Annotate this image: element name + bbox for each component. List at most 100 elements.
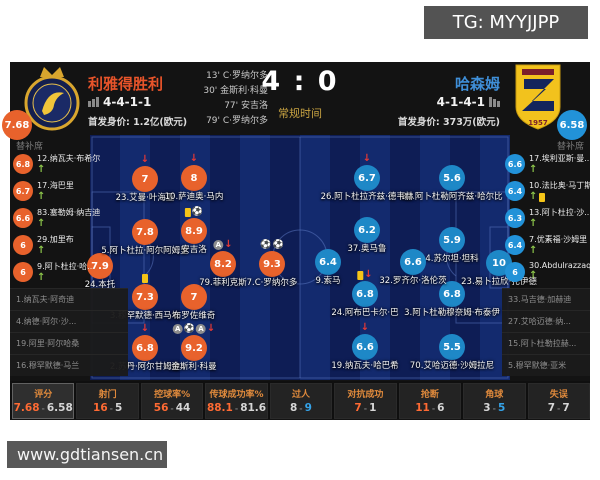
away-bench-unused-list: 33.马吉德·加赫迪 27.艾哈迈德·纳... 15.阿卜杜勒拉赫... 5.穆罕默德… (502, 288, 590, 376)
player-rating-circle[interactable]: 8.9 (181, 218, 207, 244)
stat-box[interactable]: 射门 16-5 (76, 383, 139, 419)
sub-on-icon: ↑ (529, 218, 538, 229)
stat-separator: - (492, 404, 496, 413)
player-rating-circle[interactable]: 7 (132, 166, 158, 192)
stat-box[interactable]: 对抗成功 7-1 (334, 383, 397, 419)
match-panel: 7.68 利雅得胜利 4-4-1-1 首发身价: 1.2亿(欧元) 13' C·… (2, 62, 590, 420)
stat-home-value: 8 (289, 402, 298, 414)
bench-row[interactable]: 6.6 83.塞勒姆·纳吉迪 ↑ (10, 207, 128, 234)
bench-row[interactable]: 6.4 10.法比奥·马丁斯 ↑ (502, 180, 590, 207)
bench-rating-circle: 6.7 (13, 181, 33, 201)
player-rating-circle[interactable]: 6.4 (315, 249, 341, 275)
bench-player-info: 10.法比奥·马丁斯 ↑ (529, 180, 590, 203)
stat-values: 88.1-81.6 (206, 402, 266, 414)
stat-values: 11-6 (400, 402, 460, 414)
bench-unused-player[interactable]: 33.马吉德·加赫迪 (502, 288, 590, 310)
telegram-promo-banner: TG: MYYJJPP (424, 6, 588, 39)
player-rating-circle[interactable]: 8 (181, 165, 207, 191)
stat-home-value: 11 (415, 402, 430, 414)
stat-separator: - (41, 404, 45, 413)
player-rating-circle[interactable]: 6.6 (352, 334, 378, 360)
bench-unused-player[interactable]: 15.阿卜杜勒拉赫... (502, 332, 590, 354)
bench-player-badges: ↑ (529, 270, 590, 282)
bench-row[interactable]: 6 29.加里布 ↑ (10, 234, 128, 261)
stat-away-value: 6 (437, 402, 445, 414)
bench-unused-player[interactable]: 16.穆罕默德·马兰 (10, 354, 128, 376)
bench-rating-circle: 6.8 (13, 154, 33, 174)
sub-on-icon: ↑ (529, 164, 538, 175)
away-bench-rated-list: 6.6 17.埃利亚斯·曼... ↑ 6.4 10.法比奥·马丁斯 ↑ 6.3 13.阿卜杜拉… (502, 153, 590, 288)
player-rating-circle[interactable]: 6.6 (400, 249, 426, 275)
player-rating-circle[interactable]: 7.3 (132, 284, 158, 310)
player-rating-circle[interactable]: 5.6 (439, 165, 465, 191)
bench-row[interactable]: 630.Abdulrazzaq ...↑ (502, 261, 590, 288)
player-rating-circle[interactable]: 8.2 (210, 251, 236, 277)
stat-separator: - (557, 404, 561, 413)
stat-away-value: 7 (562, 402, 570, 414)
sub-on-icon: ↑ (37, 272, 46, 283)
player-rating-circle[interactable]: 9.3 (259, 251, 285, 277)
player-rating-circle[interactable]: 5.9 (439, 227, 465, 253)
stat-box[interactable]: 传球成功率% 88.1-81.6 (205, 383, 268, 419)
svg-text:1957: 1957 (528, 119, 548, 127)
bench-unused-player[interactable]: 4.纳德·阿尔·沙... (10, 310, 128, 332)
player-rating-circle[interactable]: 5.5 (439, 334, 465, 360)
stat-values: 8-9 (271, 402, 331, 414)
player-rating-circle[interactable]: 6.8 (132, 335, 158, 361)
stat-box[interactable]: 评分 7.68-6.58 (12, 383, 75, 419)
watermark: www.gdtiansen.cn (7, 441, 167, 468)
bench-unused-player[interactable]: 27.艾哈迈德·纳... (502, 310, 590, 332)
stat-values: 7-1 (335, 402, 395, 414)
bench-player-info: 9.阿卜杜拉·哈... ↑ (37, 261, 95, 284)
stat-box[interactable]: 过人 8-9 (269, 383, 333, 419)
player-rating-circle[interactable]: 7 (181, 284, 207, 310)
player-rating-circle[interactable]: 7.9 (87, 253, 113, 279)
bench-row[interactable]: 6.6 17.埃利亚斯·曼... ↑ (502, 153, 590, 180)
stat-label: 射门 (98, 390, 117, 400)
bench-player-badges: ↑ (529, 218, 590, 230)
bench-unused-player[interactable]: 19.阿里·阿尔哈桑 (10, 332, 128, 354)
sub-on-icon: ↑ (37, 164, 46, 175)
player-rating-circle[interactable]: 6.8 (439, 281, 465, 307)
stat-box[interactable]: 失误 7-7 (527, 383, 590, 419)
stat-separator: - (363, 404, 368, 413)
bench-player-name: 30.Abdulrazzaq ... (529, 261, 590, 270)
away-team-name[interactable]: 哈森姆 (454, 75, 500, 93)
bench-row[interactable]: 6 9.阿卜杜拉·哈... ↑ (10, 261, 128, 288)
away-squad-value: 首发身价: 373万(欧元) (397, 117, 500, 128)
player-rating-circle[interactable]: 6.7 (354, 165, 380, 191)
bench-player-name: 17.埃利亚斯·曼... (529, 154, 590, 163)
player-rating-circle[interactable]: 9.2 (181, 335, 207, 361)
stat-away-value: 81.6 (240, 402, 267, 414)
stat-box[interactable]: 角球 3-5 (463, 383, 526, 419)
stat-away-value: 5 (114, 402, 123, 414)
player-rating-circle[interactable]: 7.8 (132, 219, 158, 245)
home-team-name[interactable]: 利雅得胜利 (88, 75, 164, 93)
stat-box[interactable]: 抢断 11-6 (398, 383, 462, 419)
bench-unused-player[interactable]: 1.纳瓦夫·阿奇迪 (10, 288, 128, 310)
bench-row[interactable]: 6.4 7.优素福·沙姆里 ↑ (502, 234, 590, 261)
away-bench-panel: 替补席 6.6 17.埃利亚斯·曼... ↑ 6.4 10.法比奥·马丁斯 ↑ 6.3 13.… (502, 135, 590, 380)
stat-away-value: 5 (497, 402, 506, 414)
stat-box[interactable]: 控球率% 56-44 (140, 383, 204, 419)
bench-player-badges: ↑ (529, 164, 590, 176)
bench-player-name: 83.塞勒姆·纳吉迪 (37, 208, 101, 217)
bench-row[interactable]: 6.8 12.纳瓦夫·布希尔 ↑ (10, 153, 128, 180)
home-squad-value: 首发身价: 1.2亿(欧元) (88, 117, 188, 128)
player-rating-circle[interactable]: 6.2 (354, 217, 380, 243)
player-rating-circle[interactable]: 6.8 (352, 281, 378, 307)
bench-unused-player[interactable]: 5.穆罕默德·亚米 (502, 354, 590, 376)
stat-home-value: 88.1 (206, 402, 233, 414)
stat-home-value: 7 (354, 402, 362, 414)
bench-player-name: 7.优素福·沙姆里 (529, 235, 588, 244)
home-team-logo (20, 65, 84, 135)
home-bench-panel: 替补席 6.8 12.纳瓦夫·布希尔 ↑ 6.7 17.海巴里 ↑ 6.6 83.塞勒姆·纳吉… (10, 135, 128, 380)
bench-rating-circle: 6 (13, 262, 33, 282)
away-team-rating-badge: 6.58 (557, 110, 587, 140)
home-bench-unused-list: 1.纳瓦夫·阿奇迪 4.纳德·阿尔·沙... 19.阿里·阿尔哈桑 16.穆罕默德·马… (10, 288, 128, 376)
bench-row[interactable]: 6.3 13.阿卜杜拉·沙... ↑ (502, 207, 590, 234)
bench-row[interactable]: 6.7 17.海巴里 ↑ (10, 180, 128, 207)
bench-player-badges: ↑ (37, 272, 95, 284)
home-bench-rated-list: 6.8 12.纳瓦夫·布希尔 ↑ 6.7 17.海巴里 ↑ 6.6 83.塞勒姆·纳吉迪 ↑ 6 2… (10, 153, 128, 288)
